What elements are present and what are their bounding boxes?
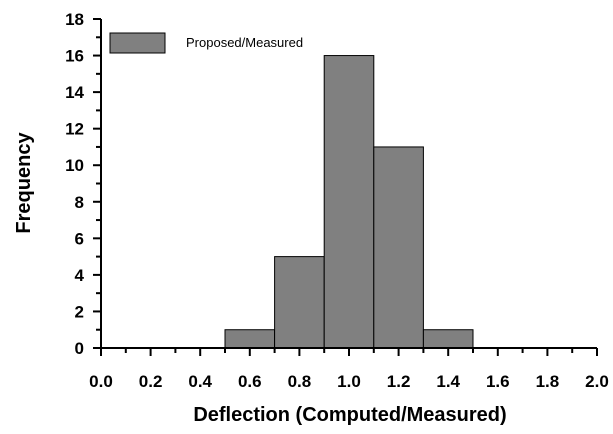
x-tick-label: 0.6 <box>238 372 262 391</box>
x-tick-label: 1.2 <box>387 372 411 391</box>
histogram-bar-1 <box>274 256 325 349</box>
legend-label: Proposed/Measured <box>186 35 303 50</box>
ticks-layer: 0.0 0.2 0.4 0.6 0.8 1.0 1.2 1.4 1.6 1.8 2.0 0 2 4 6 8 10… <box>65 10 609 391</box>
histogram-bar-0 <box>224 329 276 349</box>
legend-swatch <box>109 32 166 54</box>
y-tick-label: 10 <box>65 156 84 175</box>
y-tick-label: 8 <box>75 193 84 212</box>
y-tick-label: 4 <box>75 266 85 285</box>
x-tick-label: 0.2 <box>139 372 163 391</box>
x-tick-label: 1.8 <box>536 372 560 391</box>
x-tick-label: 0.4 <box>188 372 212 391</box>
x-axis-title: Deflection (Computed/Measured) <box>193 404 506 426</box>
histogram-bar-4 <box>422 329 474 349</box>
bars-layer <box>224 55 474 349</box>
histogram-bar-3 <box>373 146 424 349</box>
y-tick-label: 0 <box>75 339 84 358</box>
x-tick-label: 1.0 <box>337 372 361 391</box>
y-axis-title: Frequency <box>13 132 35 234</box>
x-tick-label: 1.6 <box>486 372 510 391</box>
y-tick-label: 2 <box>75 302 84 321</box>
y-tick-label: 12 <box>65 120 84 139</box>
x-tick-label: 0.8 <box>288 372 312 391</box>
legend: Proposed/Measured <box>109 32 303 54</box>
y-tick-label: 16 <box>65 47 84 66</box>
x-tick-label: 2.0 <box>585 372 609 391</box>
histogram-bar-2 <box>323 55 375 349</box>
y-tick-label: 18 <box>65 10 84 29</box>
x-tick-label: 1.4 <box>436 372 460 391</box>
y-tick-label: 14 <box>65 83 84 102</box>
y-tick-label: 6 <box>75 229 84 248</box>
x-tick-label: 0.0 <box>89 372 113 391</box>
